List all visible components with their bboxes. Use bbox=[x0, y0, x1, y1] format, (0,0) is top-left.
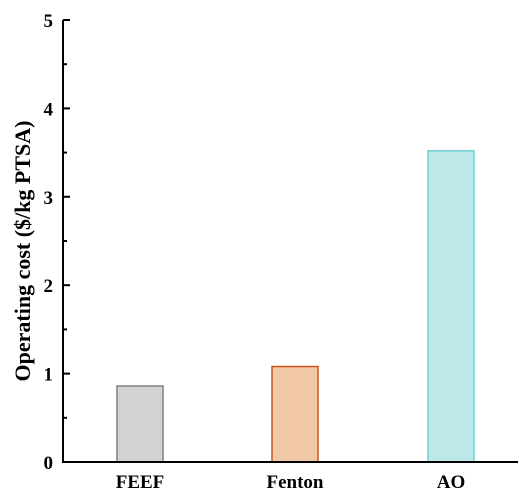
y-tick-label: 0 bbox=[44, 453, 54, 474]
x-tick-label-ao: AO bbox=[437, 472, 466, 492]
y-tick-label: 2 bbox=[44, 276, 54, 297]
bars-layer bbox=[116, 150, 475, 463]
y-tick-label: 5 bbox=[44, 11, 54, 32]
y-tick-label: 4 bbox=[44, 99, 54, 120]
bar-feef bbox=[116, 385, 164, 463]
y-tick-label: 1 bbox=[44, 365, 54, 386]
y-axis-title: Operating cost ($/kg PTSA) bbox=[10, 121, 35, 382]
ticks-layer: 0 1 2 3 4 5 FEEF Fenton AO bbox=[44, 11, 466, 492]
x-tick-label-fenton: Fenton bbox=[267, 472, 324, 492]
x-tick-label-feef: FEEF bbox=[116, 472, 165, 492]
bar-fenton bbox=[271, 365, 319, 463]
y-tick-label: 3 bbox=[44, 188, 54, 209]
bar-ao bbox=[427, 150, 475, 463]
